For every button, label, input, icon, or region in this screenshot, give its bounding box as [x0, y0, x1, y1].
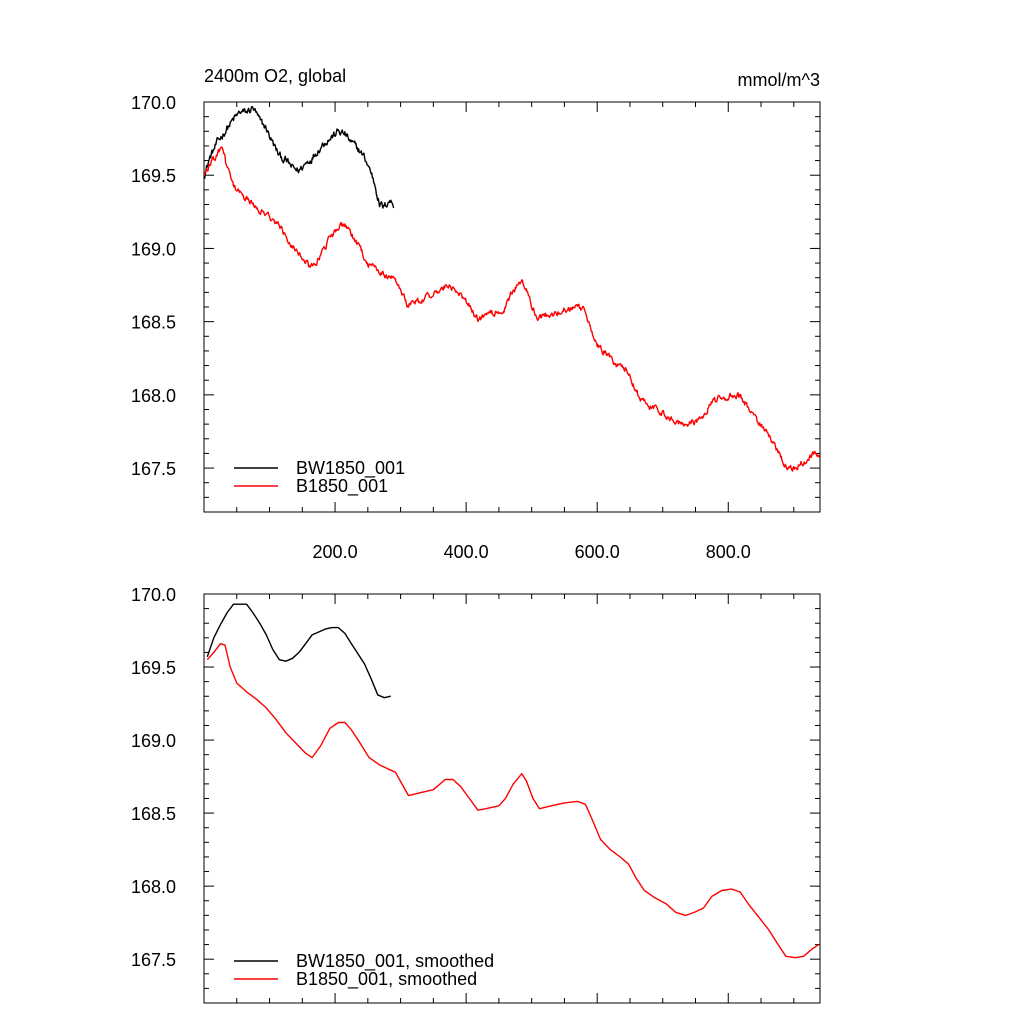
legend-label: BW1850_001, smoothed	[296, 951, 494, 972]
y-tick-label: 169.5	[131, 658, 176, 678]
legend-label: BW1850_001	[296, 458, 405, 479]
y-tick-label: 169.0	[131, 239, 176, 259]
legend-label: B1850_001, smoothed	[296, 969, 477, 990]
top-panel: 167.5 168.0 168.5 169.0 169.5 170.0 200.0 400.0…	[131, 93, 821, 562]
x-tick-label: 200.0	[313, 542, 358, 562]
y-tick-label: 168.5	[131, 804, 176, 824]
y-tick-label: 169.0	[131, 731, 176, 751]
chart-title: 2400m O2, global	[204, 66, 346, 86]
x-tick-label: 800.0	[706, 542, 751, 562]
x-tick-label: 400.0	[444, 542, 489, 562]
y-tick-label: 168.0	[131, 877, 176, 897]
series-line-control	[204, 106, 395, 209]
units-label: mmol/m^3	[738, 70, 820, 90]
series-line-experiment	[206, 643, 820, 959]
bottom-panel: 167.5 168.0 168.5 169.0 169.5 170.0 BW1850_001…	[131, 585, 821, 1004]
y-tick-label: 170.0	[131, 93, 176, 113]
legend-label: B1850_001	[296, 476, 388, 497]
plot-frame	[203, 101, 821, 513]
y-tick-label: 167.5	[131, 950, 176, 970]
x-tick-label: 600.0	[575, 542, 620, 562]
y-tick-label: 168.5	[131, 313, 176, 333]
y-tick-label: 169.5	[131, 166, 176, 186]
y-tick-label: 167.5	[131, 459, 176, 479]
y-tick-label: 168.0	[131, 386, 176, 406]
series-line-control	[206, 603, 391, 699]
y-tick-label: 170.0	[131, 585, 176, 605]
series-line-experiment	[204, 146, 820, 472]
